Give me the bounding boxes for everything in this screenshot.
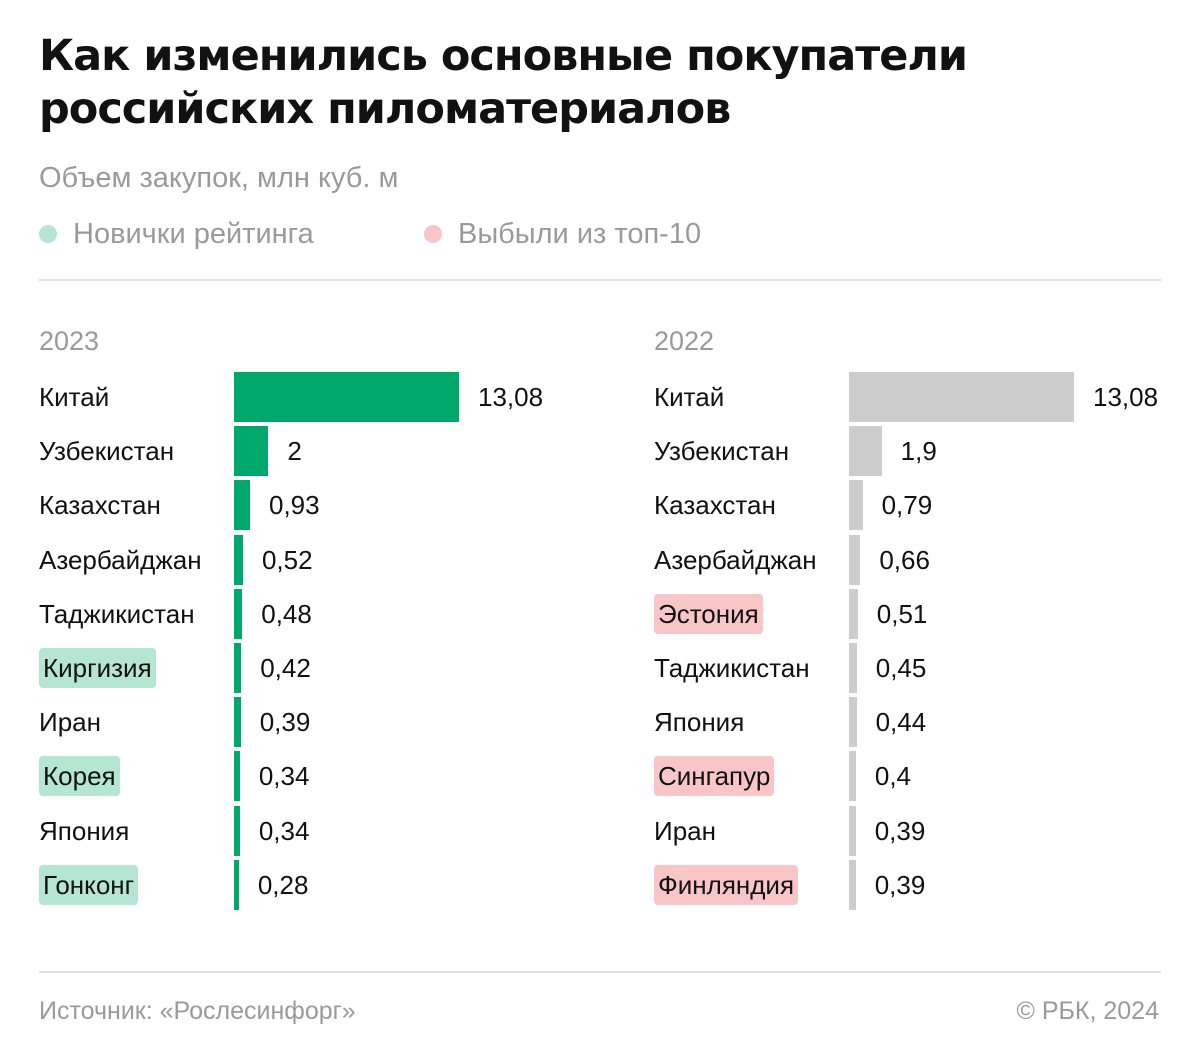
country-label: Финляндия (654, 864, 799, 905)
bar-row: Азербайджан 0,52 (39, 533, 599, 587)
bar-row: Узбекистан 1,9 (654, 424, 1200, 478)
country-label: Япония (39, 815, 130, 846)
divider-top (39, 279, 1161, 281)
bar (849, 697, 857, 748)
legend-item-out: Выбыли из топ-10 (424, 214, 701, 254)
bar (234, 588, 243, 639)
value-label: 0,34 (258, 815, 310, 846)
value-label: 0,79 (881, 490, 933, 521)
value-label: 1,9 (900, 436, 937, 467)
bar (234, 534, 243, 585)
legend-dot-new-icon (39, 225, 57, 243)
bar-row: Иран 0,39 (39, 695, 599, 749)
legend-dot-out-icon (424, 225, 442, 243)
bar (234, 697, 241, 748)
value-label: 0,48 (261, 598, 312, 629)
bar-row: Таджикистан 0,48 (39, 587, 599, 641)
bar (849, 426, 882, 477)
country-label: Казахстан (39, 490, 161, 521)
country-label: Япония (654, 707, 745, 738)
bar-row: Сингапур 0,4 (654, 749, 1200, 803)
value-label: 0,39 (874, 815, 926, 846)
legend-item-new: Новички рейтинга (39, 214, 314, 254)
country-label: Казахстан (654, 490, 776, 521)
bar-chart-2022: Китай 13,08 Узбекистан 1,9 Казахстан 0,79 Азер… (654, 370, 1200, 915)
value-label: 0,93 (268, 490, 320, 521)
legend-label-out: Выбыли из топ-10 (458, 218, 702, 250)
chart-title: Как изменились основные покупатели росси… (39, 31, 968, 134)
country-label: Азербайджан (39, 544, 202, 575)
value-label: 0,45 (875, 653, 927, 683)
bar (849, 534, 861, 585)
divider-bottom (39, 971, 1161, 973)
chart-subtitle: Объем закупок, млн куб. м (39, 162, 399, 194)
bar (234, 805, 240, 856)
bar (849, 372, 1074, 422)
country-label: Киргизия (39, 648, 156, 688)
year-label-2023: 2023 (39, 326, 100, 356)
value-label: 0,66 (879, 544, 930, 575)
bar-row: Эстония 0,51 (654, 587, 1200, 641)
bar-row: Корея 0,34 (39, 749, 599, 803)
value-label: 0,4 (874, 761, 912, 792)
bar-chart-2023: Китай 13,08 Узбекистан 2 Казахстан 0,93 Азерба… (39, 370, 599, 915)
value-label: 0,34 (258, 761, 310, 792)
country-label: Китай (39, 382, 110, 412)
bar (234, 751, 240, 802)
source-note: Источник: «Рослесинфорг» (39, 997, 356, 1025)
country-label: Китай (654, 382, 725, 412)
bar-row: Япония 0,34 (39, 804, 599, 858)
copyright-note: © РБК, 2024 (1016, 997, 1159, 1025)
bar (234, 643, 242, 693)
value-label: 2 (287, 436, 302, 467)
bar-row: Китай 13,08 (654, 370, 1200, 424)
legend-label-new: Новички рейтинга (73, 218, 314, 250)
value-label: 0,39 (259, 707, 311, 738)
bar-row: Гонконг 0,28 (39, 858, 599, 912)
country-label: Таджикистан (654, 653, 810, 683)
country-label: Гонконг (39, 864, 139, 905)
country-label: Таджикистан (39, 598, 195, 629)
country-label: Иран (39, 707, 101, 738)
value-label: 0,51 (876, 598, 928, 629)
bar (849, 751, 856, 802)
bar-row: Азербайджан 0,66 (654, 533, 1200, 587)
country-label: Узбекистан (39, 436, 175, 467)
year-label-2022: 2022 (654, 326, 715, 356)
country-label: Азербайджан (654, 544, 817, 575)
country-label: Эстония (654, 593, 763, 634)
bar-row: Финляндия 0,39 (654, 858, 1200, 912)
bar (234, 480, 250, 531)
bar (849, 805, 856, 856)
value-label: 0,44 (875, 707, 927, 738)
bar (234, 426, 269, 477)
bar-row: Киргизия 0,42 (39, 641, 599, 695)
bar-row: Узбекистан 2 (39, 424, 599, 478)
bar-row: Китай 13,08 (39, 370, 599, 424)
bar-row: Япония 0,44 (654, 695, 1200, 749)
bar (849, 588, 858, 639)
country-label: Иран (654, 815, 716, 846)
value-label: 0,39 (874, 869, 926, 900)
value-label: 0,42 (260, 653, 311, 683)
country-label: Корея (39, 756, 120, 797)
bar (234, 372, 459, 422)
bar (234, 859, 239, 910)
value-label: 13,08 (478, 382, 544, 412)
bar (849, 480, 863, 531)
bar-row: Иран 0,39 (654, 804, 1200, 858)
bar-row: Казахстан 0,93 (39, 478, 599, 532)
country-label: Сингапур (654, 756, 775, 797)
bar-row: Казахстан 0,79 (654, 478, 1200, 532)
value-label: 0,52 (261, 544, 313, 575)
bar-row: Таджикистан 0,45 (654, 641, 1200, 695)
value-label: 0,28 (257, 869, 309, 900)
bar (849, 859, 856, 910)
value-label: 13,08 (1093, 382, 1159, 412)
country-label: Узбекистан (654, 436, 790, 467)
bar (849, 643, 857, 693)
